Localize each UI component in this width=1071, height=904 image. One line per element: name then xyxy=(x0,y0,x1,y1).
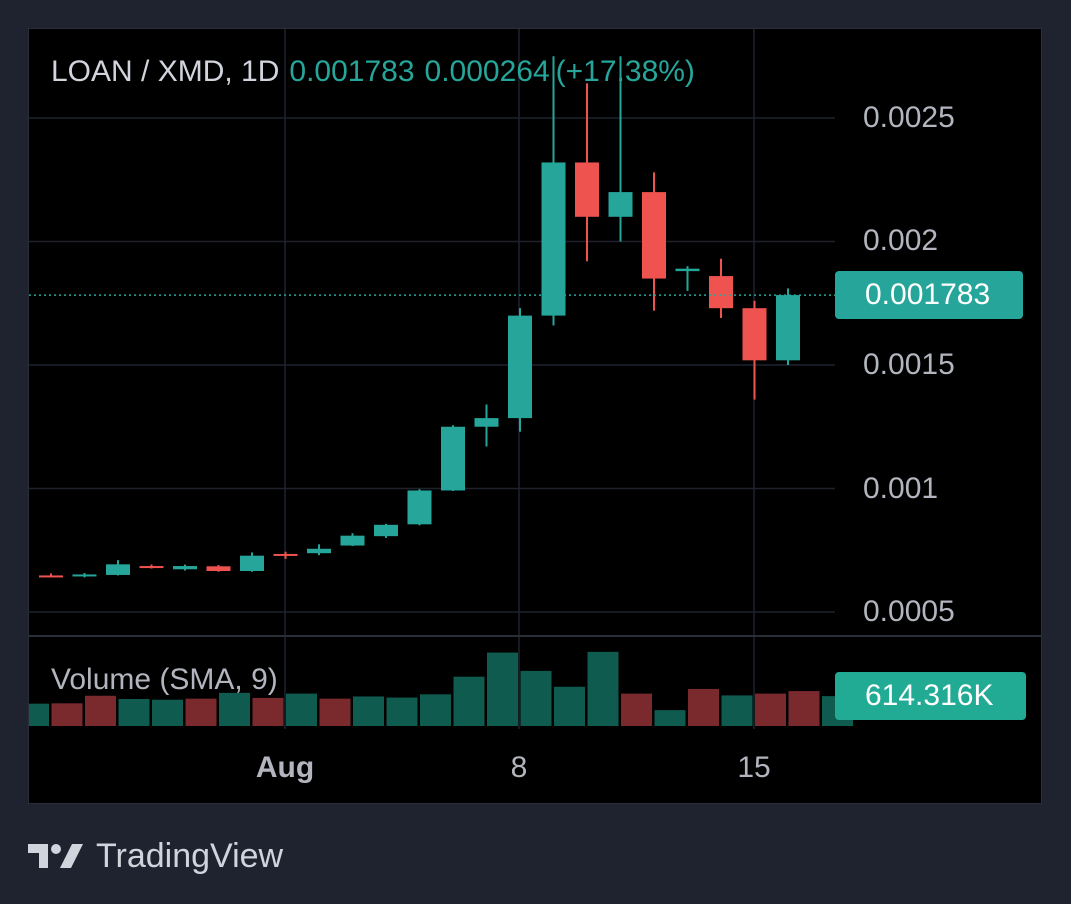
candle-body-down xyxy=(206,566,231,571)
volume-bar xyxy=(554,686,585,726)
candle-body-down xyxy=(39,575,63,578)
volume-bar xyxy=(386,697,418,726)
volume-pane-label: Volume (SMA, 9) xyxy=(51,663,278,696)
volume-bar xyxy=(688,688,719,726)
volume-bar xyxy=(118,699,150,726)
candle-body-down xyxy=(273,553,298,556)
volume-bar xyxy=(420,694,451,726)
candle-body-up xyxy=(106,564,130,575)
tradingview-logo-icon xyxy=(28,844,83,868)
candle-body-up xyxy=(340,535,365,546)
y-tick-label: 0.0015 xyxy=(863,348,955,381)
volume-bar xyxy=(85,695,116,726)
candle-body-up xyxy=(374,524,398,537)
volume-bar xyxy=(152,699,183,726)
chart-panel[interactable]: LOAN / XMD, 1D 0.001783 0.000264 (+17.38%) … xyxy=(28,28,1042,804)
candle-body-up xyxy=(508,315,532,419)
candle-body-up xyxy=(608,192,633,217)
volume-bar xyxy=(788,691,820,726)
candle-body-up xyxy=(541,162,566,316)
candle-body-up xyxy=(240,555,264,571)
volume-bar xyxy=(721,695,753,726)
volume-bar xyxy=(587,651,619,726)
legend-last-price: 0.001783 xyxy=(289,55,415,88)
x-tick-label: Aug xyxy=(255,751,315,784)
volume-bar xyxy=(487,652,518,726)
volume-bar xyxy=(453,676,485,726)
candle-body-down xyxy=(642,192,666,279)
candle-body-up xyxy=(441,426,465,491)
candle-body-up xyxy=(173,566,197,570)
candle-body-up xyxy=(474,418,499,427)
y-tick-label: 0.0025 xyxy=(863,101,955,134)
x-tick-label: 8 xyxy=(510,751,528,784)
current-price-badge: 0.001783 xyxy=(835,271,1023,319)
candle-body-up xyxy=(72,574,97,577)
y-tick-label: 0.001 xyxy=(863,472,939,505)
volume-bar xyxy=(219,692,250,726)
brand-name: TradingView xyxy=(96,836,284,875)
volume-bar xyxy=(51,703,83,726)
volume-value-badge: 614.316K xyxy=(835,672,1026,720)
tradingview-brand[interactable]: TradingView xyxy=(28,836,283,876)
volume-bar xyxy=(755,693,786,726)
chart-legend: LOAN / XMD, 1D 0.001783 0.000264 (+17.38%) xyxy=(51,55,695,89)
candle-body-up xyxy=(776,295,800,361)
volume-bar xyxy=(29,703,49,726)
volume-bar xyxy=(353,696,384,726)
candle-body-up xyxy=(675,268,700,272)
volume-bar xyxy=(520,670,552,726)
chart-canvas[interactable] xyxy=(29,29,1042,804)
legend-change: 0.000264 xyxy=(424,55,550,88)
candle-body-up xyxy=(407,490,432,525)
candle-body-down xyxy=(742,308,767,361)
candle-body-down xyxy=(709,276,733,309)
volume-bar xyxy=(654,710,686,726)
y-tick-label: 0.002 xyxy=(863,224,939,257)
x-tick-label: 15 xyxy=(737,751,771,784)
legend-change-percent: (+17.38%) xyxy=(555,55,695,88)
legend-symbol: LOAN / XMD, 1D xyxy=(51,55,280,88)
volume-bar xyxy=(252,697,284,726)
candle-body-up xyxy=(307,548,331,554)
volume-bar xyxy=(286,693,317,726)
volume-bar xyxy=(319,698,351,726)
volume-bar xyxy=(185,698,217,726)
candle-body-down xyxy=(575,162,599,217)
y-tick-label: 0.0005 xyxy=(863,595,955,628)
volume-bar xyxy=(621,693,652,726)
candle-body-down xyxy=(139,566,164,569)
